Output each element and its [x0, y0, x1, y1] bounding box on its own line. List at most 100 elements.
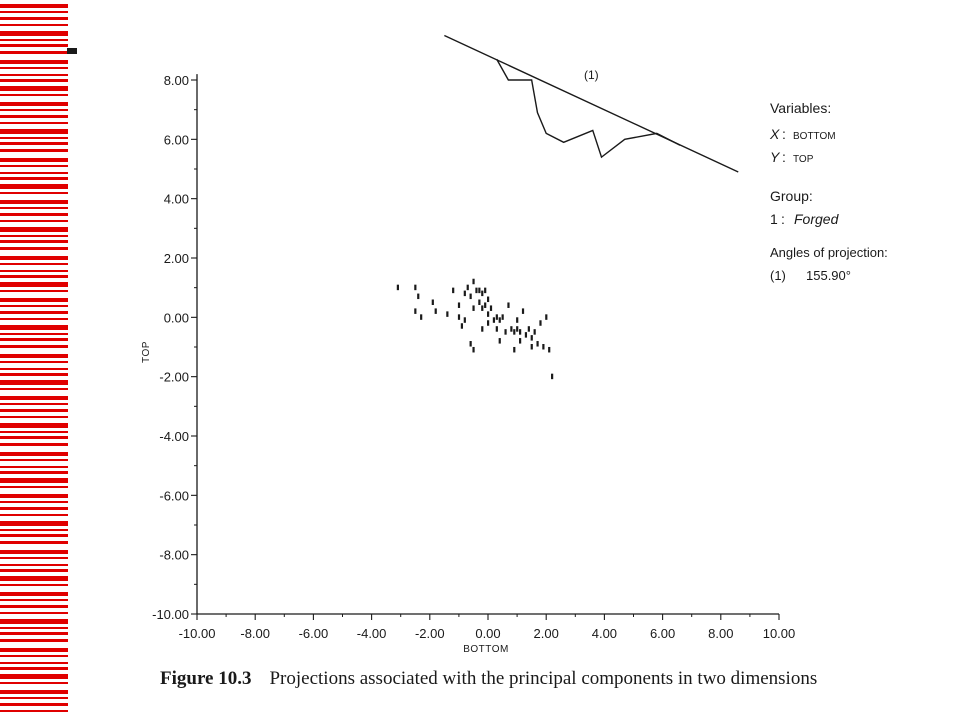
red-stripe [0, 270, 68, 272]
data-point [507, 302, 510, 308]
data-point [481, 326, 484, 332]
data-point [463, 290, 466, 297]
data-point [548, 346, 551, 353]
red-stripe [0, 311, 68, 314]
data-point [498, 338, 501, 344]
x-tick-label: 6.00 [650, 626, 675, 641]
red-stripe [0, 207, 68, 209]
red-stripe [0, 521, 68, 526]
y-tick-label: -4.00 [159, 429, 189, 444]
y-axis-label: TOP [141, 341, 152, 363]
projection-line [444, 34, 739, 173]
red-stripe [0, 192, 68, 194]
data-point [539, 320, 542, 326]
red-stripe [0, 662, 68, 664]
data-point [495, 314, 498, 320]
data-point [469, 341, 472, 347]
data-point [492, 317, 496, 323]
red-stripe [0, 305, 68, 307]
y-tick-label: 0.00 [164, 310, 189, 325]
red-stripe [0, 338, 68, 341]
legend-y-key: Y [770, 149, 781, 165]
data-point [513, 329, 516, 335]
data-point [513, 346, 516, 353]
red-stripe [0, 129, 68, 134]
red-stripe [0, 403, 68, 405]
red-stripe [0, 94, 68, 96]
red-stripe [0, 534, 68, 537]
data-point [475, 287, 478, 294]
red-stripe [0, 137, 68, 139]
x-tick-label: -2.00 [415, 626, 445, 641]
scatter-points [396, 278, 554, 380]
red-stripe [0, 674, 68, 679]
x-axis-label: BOTTOM [463, 644, 509, 655]
red-stripe [0, 541, 68, 544]
y-tick-label: 6.00 [164, 132, 189, 147]
data-point [545, 314, 548, 320]
data-point [524, 332, 528, 338]
projection-label: (1) [584, 68, 599, 82]
red-stripe [0, 655, 68, 657]
projection-curve [444, 34, 739, 173]
data-point [530, 344, 533, 350]
red-stripe [0, 368, 68, 370]
data-point [519, 338, 522, 344]
legend-x-key: X [769, 126, 780, 142]
red-stripe [0, 184, 68, 189]
red-stripe [0, 220, 68, 222]
data-point [463, 317, 466, 323]
red-stripe [0, 569, 68, 572]
red-stripe [0, 31, 68, 36]
data-point [516, 317, 519, 323]
red-stripe [0, 514, 68, 516]
red-stripe [0, 158, 68, 162]
red-stripe [0, 466, 68, 468]
red-stripe [0, 494, 68, 498]
red-stripe [0, 60, 68, 64]
legend-group-name: Forged [794, 211, 840, 227]
data-point [487, 320, 490, 326]
data-point [501, 314, 504, 320]
data-point [431, 299, 434, 305]
legend-group-number: 1 [770, 211, 778, 227]
x-tick-label: 0.00 [475, 626, 500, 641]
red-stripe [0, 240, 68, 243]
red-stripe [0, 361, 68, 363]
red-stripe [0, 564, 68, 566]
red-stripe [0, 648, 68, 652]
data-point [484, 302, 487, 308]
y-tick-label: 8.00 [164, 73, 189, 88]
red-stripe [0, 213, 68, 216]
data-point [472, 278, 475, 285]
red-stripe [0, 318, 68, 320]
data-point [487, 296, 490, 303]
figure-number: Figure 10.3 [160, 668, 252, 689]
red-stripe [0, 67, 68, 69]
x-tick-label: -4.00 [357, 626, 387, 641]
legend-angle-label: (1) [770, 268, 786, 283]
red-stripe [0, 619, 68, 624]
chart-axes [196, 74, 779, 615]
red-stripe [0, 486, 68, 488]
red-stripe [0, 550, 68, 554]
data-point [472, 346, 475, 353]
red-stripe [0, 172, 68, 174]
data-point [460, 323, 464, 329]
y-tick-label: -10.00 [152, 607, 189, 622]
red-stripe [0, 605, 68, 608]
red-stripe [0, 459, 68, 461]
red-stripe [0, 282, 68, 287]
red-stripe [0, 697, 68, 699]
red-stripe [0, 149, 68, 152]
legend-angles-title: Angles of projection: [770, 245, 888, 260]
data-point [452, 287, 455, 294]
red-stripe [0, 436, 68, 439]
red-stripe [0, 416, 68, 418]
data-point [516, 326, 519, 332]
red-stripe [0, 584, 68, 586]
data-point [414, 308, 417, 314]
data-point [484, 287, 487, 294]
red-stripe [0, 443, 68, 446]
data-point [417, 293, 420, 300]
